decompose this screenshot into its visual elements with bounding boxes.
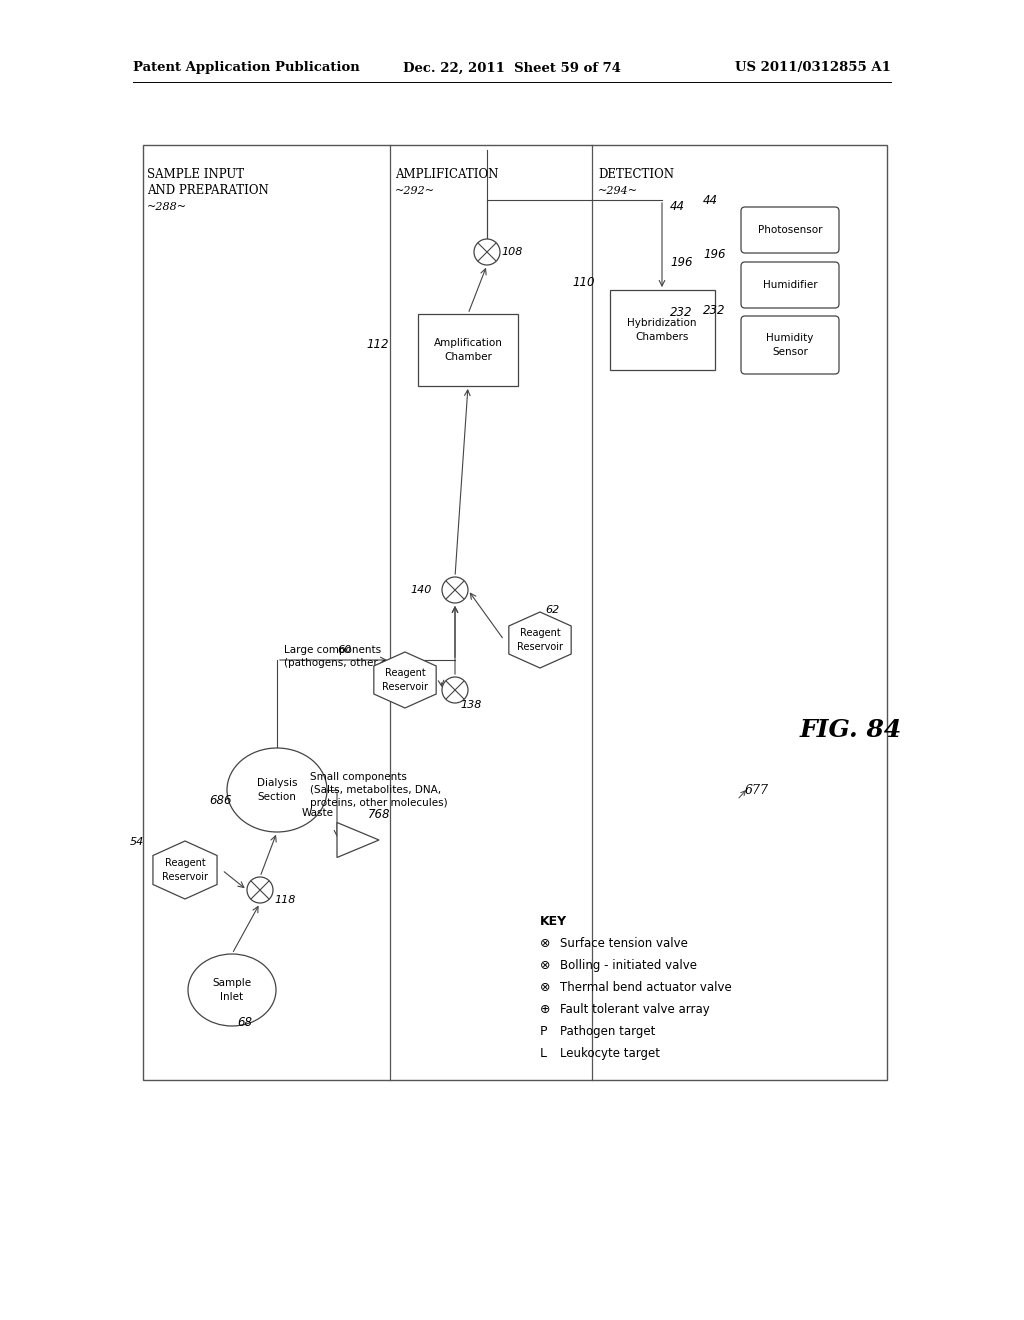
Text: FIG. 84: FIG. 84 [800, 718, 902, 742]
Text: AMPLIFICATION: AMPLIFICATION [395, 168, 499, 181]
Text: L: L [540, 1047, 547, 1060]
Text: Fault tolerant valve array: Fault tolerant valve array [560, 1003, 710, 1016]
Text: 232: 232 [670, 306, 692, 319]
Text: 768: 768 [368, 808, 390, 821]
Text: Leukocyte target: Leukocyte target [560, 1047, 660, 1060]
Text: Large components
(pathogens, other cells): Large components (pathogens, other cells… [284, 644, 409, 668]
Text: 140: 140 [410, 585, 431, 595]
FancyBboxPatch shape [741, 207, 839, 253]
Text: ⊗: ⊗ [540, 981, 551, 994]
Text: P: P [540, 1026, 548, 1038]
Text: ⊗: ⊗ [540, 937, 551, 950]
Text: Surface tension valve: Surface tension valve [560, 937, 688, 950]
Text: Thermal bend actuator valve: Thermal bend actuator valve [560, 981, 732, 994]
Text: SAMPLE INPUT: SAMPLE INPUT [147, 168, 244, 181]
Text: ~288~: ~288~ [147, 202, 187, 213]
Text: 138: 138 [460, 700, 481, 710]
Text: Hybridization
Chambers: Hybridization Chambers [628, 318, 696, 342]
Text: 108: 108 [501, 247, 522, 257]
Polygon shape [337, 822, 379, 858]
Polygon shape [374, 652, 436, 708]
Circle shape [442, 677, 468, 704]
Circle shape [247, 876, 273, 903]
Text: Dec. 22, 2011  Sheet 59 of 74: Dec. 22, 2011 Sheet 59 of 74 [403, 62, 621, 74]
Text: 110: 110 [572, 276, 595, 289]
FancyBboxPatch shape [741, 315, 839, 374]
Text: Amplification
Chamber: Amplification Chamber [433, 338, 503, 362]
Text: KEY: KEY [540, 915, 567, 928]
Text: Dialysis
Section: Dialysis Section [257, 779, 297, 801]
Text: Reagent
Reservoir: Reagent Reservoir [162, 858, 208, 882]
Text: 44: 44 [670, 201, 685, 214]
FancyBboxPatch shape [741, 261, 839, 308]
Text: 54: 54 [130, 837, 144, 847]
Text: 232: 232 [703, 304, 725, 317]
Text: 118: 118 [274, 895, 295, 906]
Text: Reagent
Reservoir: Reagent Reservoir [517, 628, 563, 652]
Text: 686: 686 [209, 793, 231, 807]
Text: 62: 62 [545, 605, 559, 615]
Ellipse shape [227, 748, 327, 832]
Text: Patent Application Publication: Patent Application Publication [133, 62, 359, 74]
Text: US 2011/0312855 A1: US 2011/0312855 A1 [735, 62, 891, 74]
Text: 112: 112 [366, 338, 388, 351]
Text: Small components
(Salts, metabolites, DNA,
proteins, other molecules): Small components (Salts, metabolites, DN… [310, 772, 447, 808]
Text: Bolling - initiated valve: Bolling - initiated valve [560, 960, 697, 972]
Text: ~292~: ~292~ [395, 186, 435, 195]
Text: Pathogen target: Pathogen target [560, 1026, 655, 1038]
Text: Reagent
Reservoir: Reagent Reservoir [382, 668, 428, 692]
Text: Humidity
Sensor: Humidity Sensor [766, 334, 814, 356]
Polygon shape [153, 841, 217, 899]
Text: 196: 196 [670, 256, 692, 268]
Text: Waste: Waste [302, 808, 334, 817]
Circle shape [474, 239, 500, 265]
Text: 68: 68 [237, 1015, 252, 1028]
Text: Photosensor: Photosensor [758, 224, 822, 235]
Polygon shape [509, 612, 571, 668]
Text: ⊕: ⊕ [540, 1003, 551, 1016]
Bar [418, 314, 518, 385]
Text: 677: 677 [745, 784, 769, 796]
Text: ~294~: ~294~ [598, 186, 638, 195]
Text: Sample
Inlet: Sample Inlet [212, 978, 252, 1002]
Text: 60: 60 [337, 645, 351, 655]
Text: DETECTION: DETECTION [598, 168, 674, 181]
Bar [143, 145, 887, 1080]
Text: ⊗: ⊗ [540, 960, 551, 972]
Text: 44: 44 [703, 194, 718, 206]
Circle shape [442, 577, 468, 603]
Text: 196: 196 [703, 248, 725, 261]
Ellipse shape [188, 954, 276, 1026]
Text: Humidifier: Humidifier [763, 280, 817, 290]
Text: AND PREPARATION: AND PREPARATION [147, 183, 268, 197]
Bar [609, 290, 715, 370]
